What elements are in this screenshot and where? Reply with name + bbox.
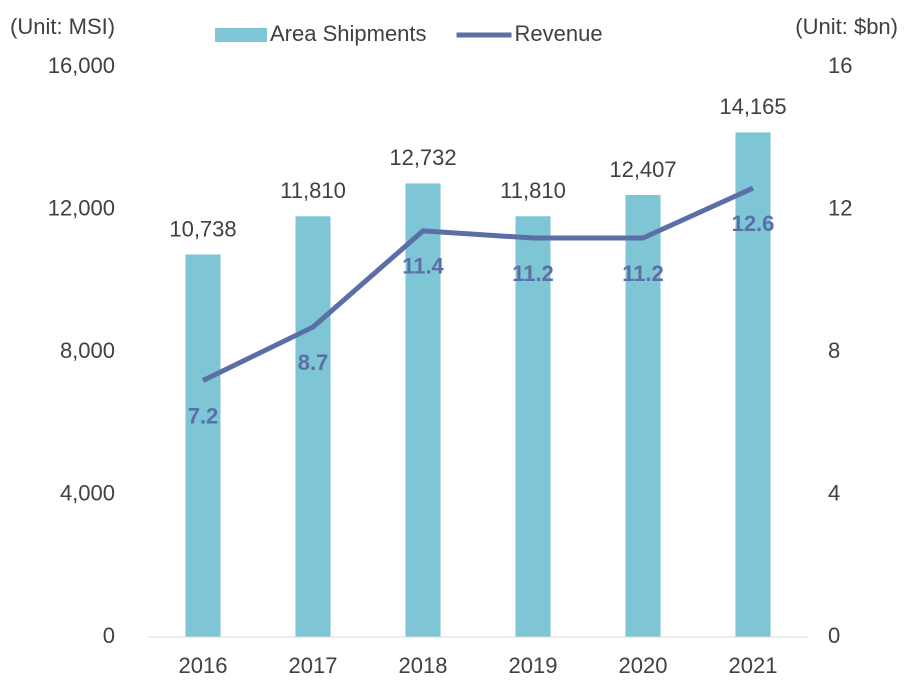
bar: [185, 254, 221, 638]
x-tick-label: 2018: [399, 653, 448, 678]
y-tick-label: 0: [103, 623, 115, 648]
line-value-label: 7.2: [188, 403, 219, 428]
x-tick-label: 2016: [179, 653, 228, 678]
legend-label: Revenue: [515, 21, 603, 46]
line-value-label: 8.7: [298, 350, 329, 375]
line-value-label: 12.6: [732, 211, 775, 236]
bar: [625, 195, 661, 638]
bar-value-label: 11,810: [500, 178, 566, 203]
y2-tick-label: 12: [828, 195, 852, 220]
y2-tick-label: 4: [828, 480, 840, 505]
bar-value-label: 12,407: [609, 157, 676, 182]
y-axis-label: (Unit: MSI): [10, 14, 115, 39]
bar-value-label: 11,810: [280, 178, 346, 203]
bar-value-label: 10,738: [169, 216, 236, 241]
bar-value-label: 14,165: [719, 94, 786, 119]
bar: [735, 132, 771, 637]
x-tick-label: 2019: [509, 653, 558, 678]
y2-tick-label: 8: [828, 338, 840, 363]
line-value-label: 11.4: [402, 254, 444, 279]
line-value-label: 11.2: [512, 261, 554, 286]
y2-axis-label: (Unit: $bn): [795, 14, 898, 39]
y-tick-label: 16,000: [48, 53, 115, 78]
x-tick-label: 2020: [619, 653, 668, 678]
x-tick-label: 2017: [289, 653, 338, 678]
legend-swatch: [215, 28, 267, 42]
bar: [405, 183, 441, 638]
bar: [515, 216, 551, 638]
y2-tick-label: 16: [828, 53, 852, 78]
bar-value-label: 12,732: [389, 145, 456, 170]
y-tick-label: 8,000: [60, 338, 115, 363]
y2-tick-label: 0: [828, 623, 840, 648]
x-tick-label: 2021: [729, 653, 778, 678]
line-value-label: 11.2: [622, 261, 664, 286]
y-tick-label: 12,000: [48, 195, 115, 220]
y-tick-label: 4,000: [60, 480, 115, 505]
legend-label: Area Shipments: [270, 21, 427, 46]
line: [201, 185, 755, 383]
bar: [295, 216, 331, 638]
